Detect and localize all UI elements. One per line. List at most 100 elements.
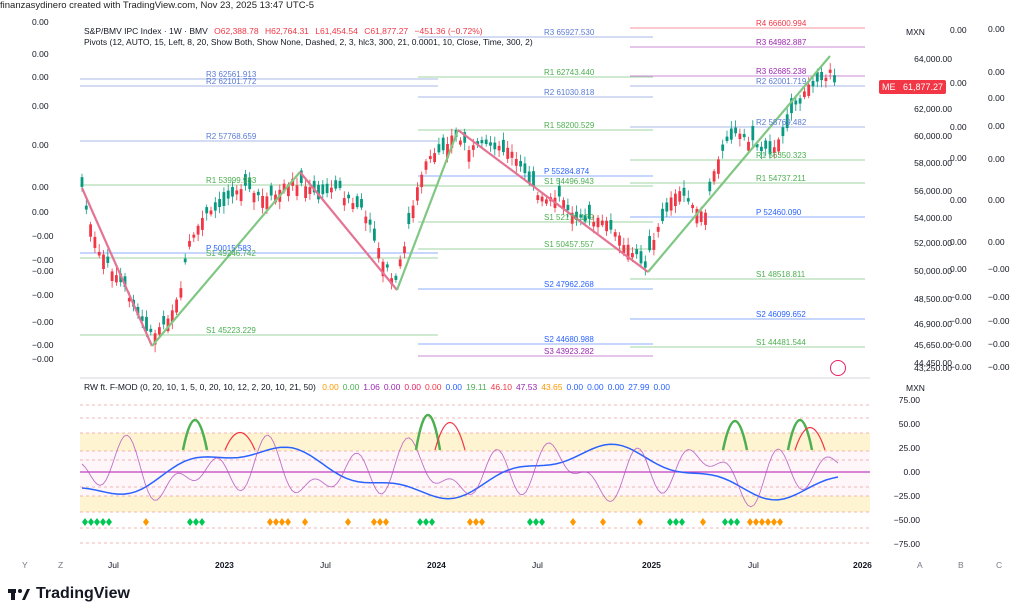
buy-signal-diamond <box>417 518 423 526</box>
replay-icon[interactable] <box>830 360 846 376</box>
buy-signal-diamond <box>82 518 88 526</box>
pivot-lines <box>80 27 865 357</box>
candle-body <box>734 127 737 134</box>
pivot-label: S3 43923.282 <box>544 347 594 356</box>
high-value: H62,764.31 <box>264 26 309 36</box>
pivot-label: R3 64982.887 <box>756 38 807 47</box>
candle-body <box>648 236 651 251</box>
pivot-label: R2 57768.659 <box>206 132 257 141</box>
candlestick-series <box>80 63 836 353</box>
candle-body <box>639 251 643 264</box>
candle-body <box>158 327 161 335</box>
overlay-a-tick: 0.00 <box>950 264 967 274</box>
price-tick: 62,000.00 <box>914 104 952 114</box>
candle-body <box>252 192 256 203</box>
downtrend-line <box>299 171 398 291</box>
candle-body <box>583 215 587 222</box>
indicator-value: 27.99 <box>628 382 650 392</box>
pivot-label: R1 62743.440 <box>544 68 595 77</box>
created-by-text: finanzasydinero created with TradingView… <box>0 0 315 11</box>
pivot-label: S2 46099.652 <box>756 310 806 319</box>
overlay-b-tick: 0.00 <box>988 154 1005 164</box>
candle-body <box>231 187 234 197</box>
candle-body <box>321 184 325 195</box>
pivot-label: R2 62101.772 <box>206 77 257 86</box>
price-tick: 60,000.00 <box>914 131 952 141</box>
candle-body <box>725 136 729 142</box>
candle-body <box>622 245 626 253</box>
pivots-legend[interactable]: Pivots (12, AUTO, 15, Left, 8, 20, Show … <box>84 37 533 47</box>
left-scale-tick: 0.00 <box>32 49 49 59</box>
candle-body <box>669 197 673 211</box>
candle-body <box>699 211 703 222</box>
candle-body <box>450 135 454 149</box>
pivot-label: S2 47962.268 <box>544 280 594 289</box>
candle-body <box>570 212 574 224</box>
axis-button-a[interactable]: A <box>917 560 923 570</box>
candle-body <box>295 185 299 196</box>
candle-body <box>678 191 682 202</box>
candle-body <box>772 147 776 153</box>
candle-body <box>613 232 617 237</box>
candle-body <box>368 219 372 225</box>
axis-button-z[interactable]: Z <box>58 560 64 570</box>
buy-signal-diamond <box>667 518 673 526</box>
sell-signal-diamond <box>479 518 485 526</box>
buy-signal-diamond <box>734 518 740 526</box>
buy-signal-diamond <box>533 518 539 526</box>
indicator-tick: −50.00 <box>893 515 920 525</box>
indicator-legend[interactable]: RW ft. F-MOD (0, 20, 10, 1, 5, 0, 20, 10… <box>84 382 678 392</box>
price-tick: 64,000.00 <box>914 54 952 64</box>
candle-body <box>355 196 359 208</box>
buy-signal-diamond <box>722 518 728 526</box>
buy-signal-diamond <box>199 518 205 526</box>
osc-red-peak <box>224 431 256 451</box>
time-axis-label: Jul <box>748 560 759 570</box>
indicator-tick: −25.00 <box>893 491 920 501</box>
sell-signal-diamond <box>570 518 576 526</box>
time-axis-label: 2025 <box>642 560 661 570</box>
sell-signal-diamond <box>273 518 279 526</box>
symbol-name: S&P/BMV IPC Index · 1W · BMV <box>84 26 208 36</box>
candle-body <box>592 221 596 227</box>
sell-signal-diamond <box>765 518 771 526</box>
candle-body <box>476 141 479 145</box>
candle-body <box>708 181 712 192</box>
axis-button-c[interactable]: C <box>996 560 1003 570</box>
candle-body <box>330 187 333 193</box>
candle-body <box>80 177 84 187</box>
candle-body <box>502 139 505 153</box>
indicator-tick: 0.00 <box>903 467 920 477</box>
pivot-label: P 52460.090 <box>756 208 802 217</box>
candle-body <box>304 186 307 198</box>
buy-signal-diamond <box>673 518 679 526</box>
indicator-tick: 75.00 <box>898 395 920 405</box>
sell-signal-diamond <box>371 518 377 526</box>
sell-signal-diamond <box>747 518 753 526</box>
candle-body <box>209 210 213 215</box>
candle-body <box>536 195 540 201</box>
candle-body <box>441 137 445 151</box>
candle-body <box>299 170 303 184</box>
candle-body <box>192 234 196 238</box>
overlay-a-tick: −0.00 <box>950 316 972 326</box>
overlay-a-tick: 0.00 <box>950 237 967 247</box>
candle-body <box>97 251 101 256</box>
axis-button-b[interactable]: B <box>958 560 964 570</box>
axis-button-y[interactable]: Y <box>22 560 28 570</box>
candle-body <box>411 205 415 219</box>
left-scale-tick: 0.00 <box>32 182 49 192</box>
overlay-a-tick: 0.00 <box>950 195 967 205</box>
candle-body <box>777 139 780 152</box>
candle-body <box>833 75 836 83</box>
indicator-value: 46.10 <box>490 382 512 392</box>
buy-signal-diamond <box>187 518 193 526</box>
candle-body <box>643 261 647 268</box>
time-axis-label: 2026 <box>853 560 872 570</box>
uptrend-line <box>395 129 460 291</box>
candle-body <box>140 316 144 321</box>
candle-body <box>497 145 501 151</box>
candle-body <box>828 69 832 73</box>
candle-body <box>416 187 419 201</box>
